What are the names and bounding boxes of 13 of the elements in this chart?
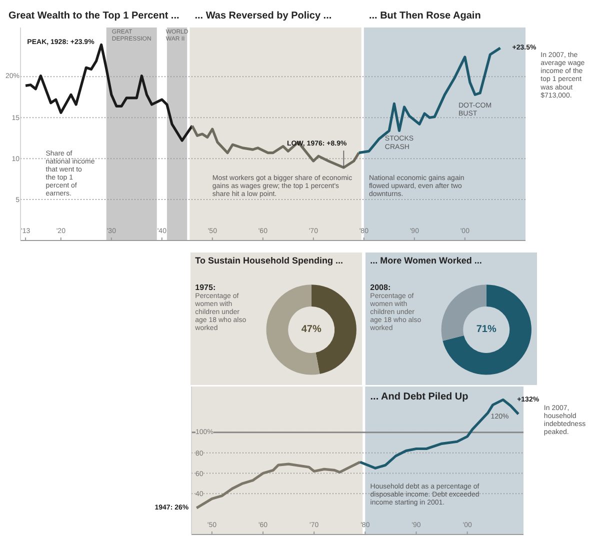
line-series <box>358 46 502 154</box>
chart-title: To Sustain Household Spending ... <box>195 255 343 266</box>
text: 47% <box>301 324 322 336</box>
chart-title: ... More Women Worked ... <box>370 255 482 266</box>
chart-title: Great Wealth to the Top 1 Percent ... <box>8 10 180 22</box>
text: ... And Debt Piled Up <box>370 392 468 403</box>
chart-subtitle: 2008: <box>370 283 391 292</box>
band-label: ... But Then Rose Again <box>368 10 481 22</box>
line-series <box>190 124 360 169</box>
chart-subtitle: 1975: <box>195 283 216 292</box>
line-series <box>195 460 362 510</box>
text: 71% <box>476 324 496 336</box>
band-label: ... Was Reversed by Policy ... <box>194 10 332 22</box>
